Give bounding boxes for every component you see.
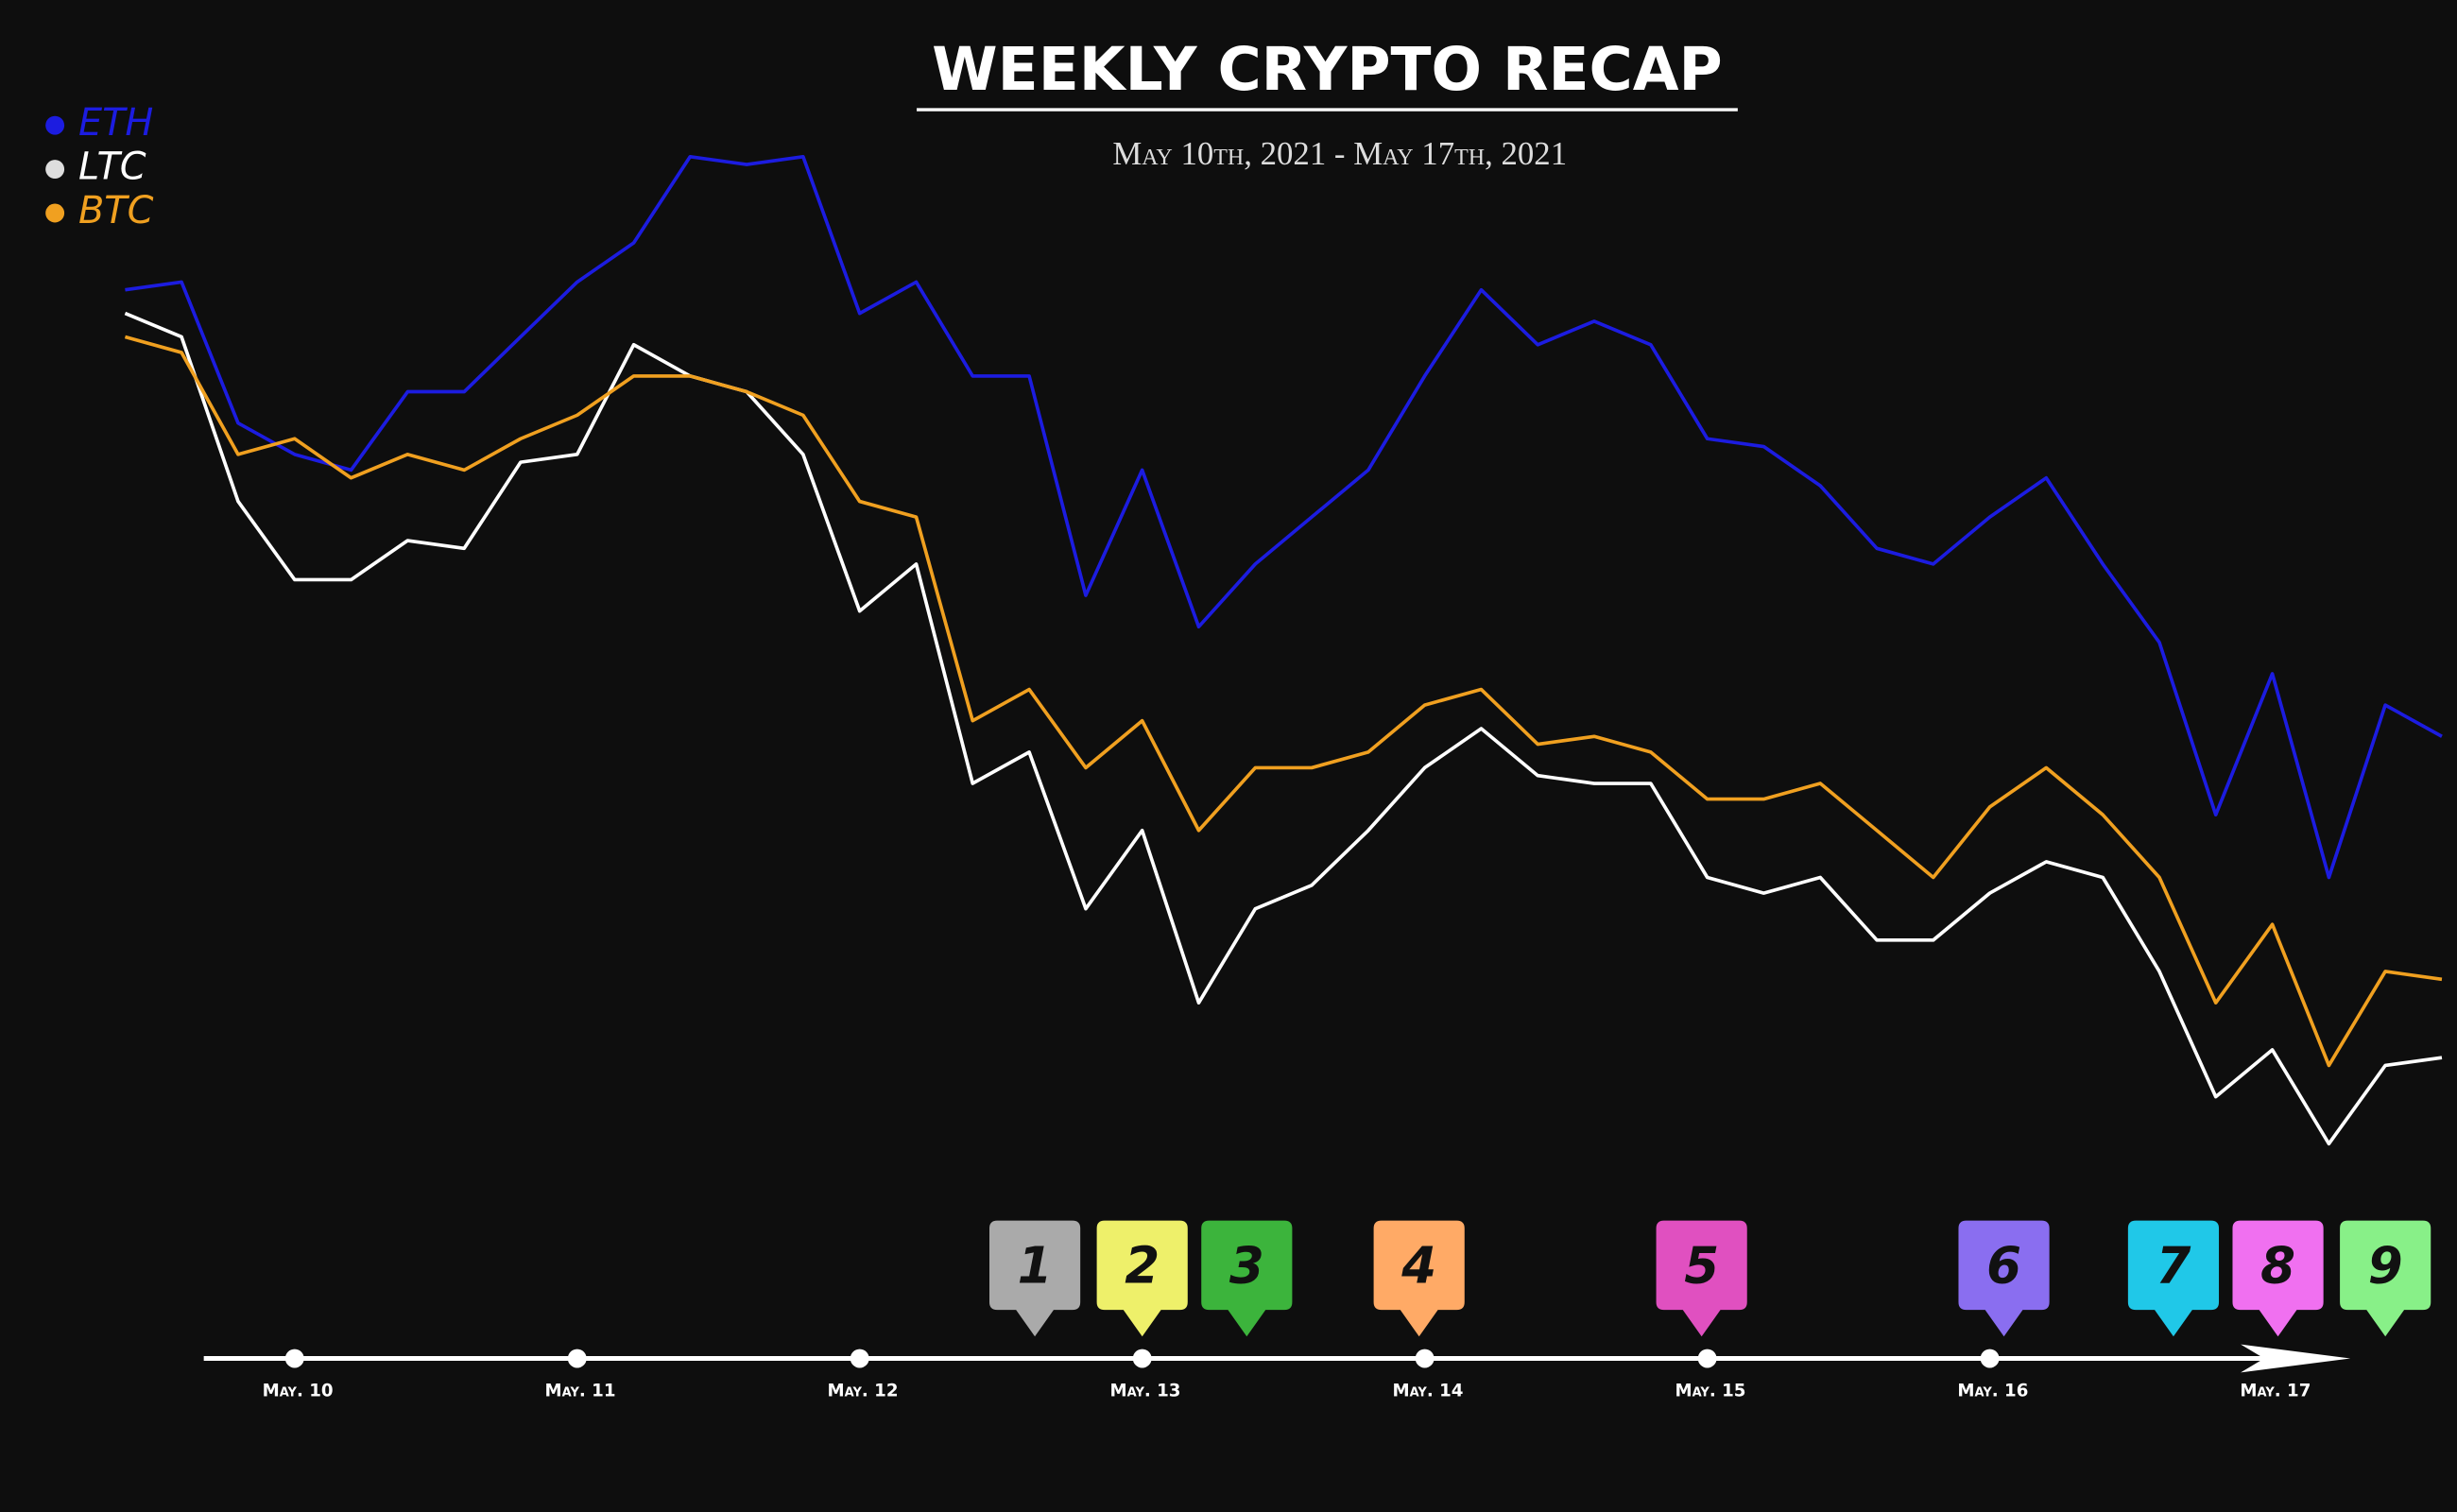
timeline-tick — [2262, 1349, 2282, 1368]
timeline-tick — [850, 1349, 869, 1368]
timeline-tick — [284, 1349, 304, 1368]
series-line — [124, 311, 2443, 1146]
event-marker — [2340, 1220, 2431, 1337]
legend-label: LTC — [78, 146, 146, 189]
timeline-tick — [1697, 1349, 1717, 1368]
event-marker — [1201, 1220, 1293, 1337]
event-marker — [1958, 1220, 2050, 1337]
event-label: 8 — [2260, 1237, 2295, 1296]
timeline-tick — [567, 1349, 587, 1368]
legend-dot — [45, 115, 65, 135]
event-label: 7 — [2156, 1237, 2191, 1296]
event-marker — [2232, 1220, 2324, 1337]
series-line — [125, 154, 2443, 880]
x-tick-label: May. 11 — [545, 1381, 616, 1400]
x-tick-label: May. 13 — [1110, 1381, 1181, 1400]
chart-title: WEEKLY CRYPTO RECAP — [932, 35, 1723, 104]
x-tick-label: May. 17 — [2240, 1381, 2311, 1400]
legend-dot — [45, 160, 65, 180]
event-marker — [1656, 1220, 1747, 1337]
timeline-tick — [1980, 1349, 2000, 1368]
event-marker — [1373, 1220, 1465, 1337]
event-label: 6 — [1986, 1237, 2021, 1296]
x-tick-label: May. 12 — [828, 1381, 899, 1400]
event-label: 9 — [2368, 1237, 2403, 1296]
legend-label: ETH — [78, 101, 153, 145]
x-tick-label: May. 15 — [1675, 1381, 1745, 1400]
x-tick-label: May. 10 — [263, 1381, 334, 1400]
timeline-tick — [1415, 1349, 1435, 1368]
event-label: 4 — [1400, 1237, 1436, 1296]
event-label: 2 — [1125, 1237, 1160, 1296]
timeline-tick — [1132, 1349, 1152, 1368]
event-label: 3 — [1229, 1237, 1264, 1296]
event-marker — [2127, 1220, 2220, 1337]
event-marker — [1096, 1220, 1188, 1337]
event-label: 5 — [1684, 1237, 1719, 1296]
x-tick-label: May. 16 — [1957, 1381, 2028, 1400]
legend-dot — [45, 203, 65, 223]
x-tick-label: May. 14 — [1392, 1381, 1463, 1400]
event-label: 1 — [1018, 1237, 1053, 1296]
event-marker — [989, 1220, 1081, 1337]
series-line — [124, 335, 2443, 1068]
chart-subtitle: May 10th, 2021 - May 17th, 2021 — [1112, 135, 1567, 172]
legend-label: BTC — [78, 189, 154, 232]
